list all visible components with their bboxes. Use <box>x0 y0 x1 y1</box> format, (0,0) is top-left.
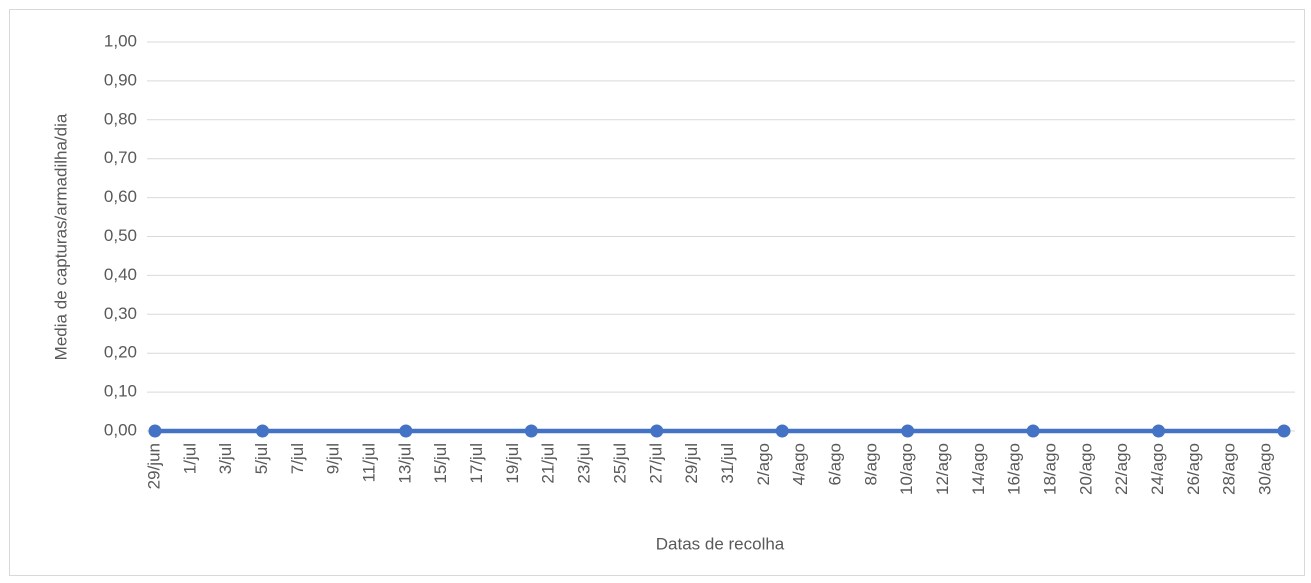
x-tick-label: 29/jul <box>682 443 701 484</box>
y-tick-label: 1,00 <box>104 31 137 50</box>
x-tick-label: 28/ago <box>1220 443 1239 495</box>
x-tick-label: 24/ago <box>1148 443 1167 495</box>
x-tick-label: 22/ago <box>1112 443 1131 495</box>
x-tick-label: 30/ago <box>1256 443 1275 495</box>
x-tick-label: 1/jul <box>180 443 199 474</box>
point <box>524 424 538 438</box>
x-tick-label: 10/ago <box>897 443 916 495</box>
x-tick-label: 13/jul <box>395 443 414 484</box>
x-tick-label: 3/jul <box>216 443 235 474</box>
x-tick-label: 8/ago <box>861 443 880 486</box>
x-tick-label: 15/jul <box>431 443 450 484</box>
y-tick-label: 0,00 <box>104 420 137 439</box>
x-tick-label: 26/ago <box>1184 443 1203 495</box>
y-tick-label: 0,80 <box>104 109 137 128</box>
point <box>901 424 915 438</box>
point <box>650 424 664 438</box>
x-tick-label: 18/ago <box>1041 443 1060 495</box>
x-tick-label: 11/jul <box>360 443 379 482</box>
point <box>775 424 789 438</box>
point <box>399 424 413 438</box>
y-tick-label: 0,10 <box>104 382 137 401</box>
x-tick-label: 6/ago <box>825 443 844 486</box>
point <box>1026 424 1040 438</box>
point <box>256 424 270 438</box>
x-tick-label: 17/jul <box>467 443 486 484</box>
x-tick-label: 20/ago <box>1076 443 1095 495</box>
y-tick-label: 0,60 <box>104 187 137 206</box>
x-tick-label: 7/jul <box>288 443 307 474</box>
x-tick-label: 9/jul <box>324 443 343 474</box>
x-tick-label: 12/ago <box>933 443 952 495</box>
x-tick-label: 19/jul <box>503 443 522 484</box>
x-tick-label: 25/jul <box>610 443 629 484</box>
x-tick-label: 16/ago <box>1005 443 1024 495</box>
y-tick-label: 0,20 <box>104 343 137 362</box>
point <box>148 424 162 438</box>
x-tick-label: 27/jul <box>646 443 665 484</box>
chart-border <box>9 9 1305 576</box>
point <box>1152 424 1166 438</box>
y-axis-label: Media de capturas/armadilha/dia <box>51 113 70 360</box>
x-tick-label: 5/jul <box>252 443 271 474</box>
x-tick-label: 2/ago <box>754 443 773 486</box>
x-tick-label: 31/jul <box>718 443 737 484</box>
y-tick-label: 0,30 <box>104 304 137 323</box>
x-tick-label: 14/ago <box>969 443 988 495</box>
y-tick-label: 0,40 <box>104 265 137 284</box>
x-tick-label: 23/jul <box>575 443 594 484</box>
y-tick-label: 0,90 <box>104 70 137 89</box>
point <box>1277 424 1291 438</box>
x-tick-label: 4/ago <box>790 443 809 486</box>
x-axis-label: Datas de recolha <box>656 534 785 553</box>
y-tick-label: 0,50 <box>104 226 137 245</box>
x-tick-label: 29/jun <box>144 443 163 489</box>
y-tick-label: 0,70 <box>104 148 137 167</box>
x-tick-label: 21/jul <box>539 443 558 484</box>
